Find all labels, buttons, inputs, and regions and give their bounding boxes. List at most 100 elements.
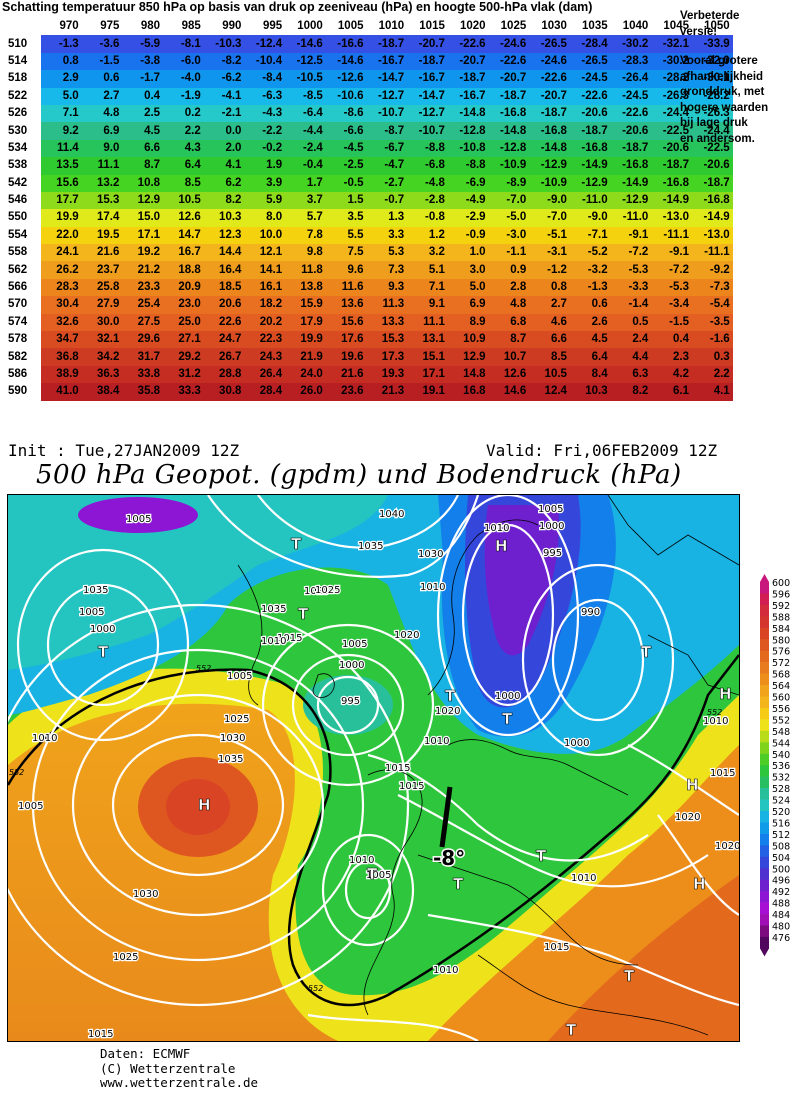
temperature-cell: -6.8 xyxy=(407,157,448,175)
temperature-cell: 6.9 xyxy=(447,296,489,314)
temperature-cell: -24.6 xyxy=(488,35,530,53)
temperature-cell: 10.7 xyxy=(488,348,530,366)
temperature-cell: 14.6 xyxy=(488,383,530,401)
temperature-cell: 19.1 xyxy=(407,383,448,401)
temperature-cell: 4.4 xyxy=(610,348,652,366)
temperature-cell: -1.5 xyxy=(81,52,123,71)
isobar-label: 1000 xyxy=(539,521,564,532)
temperature-cell: -1.1 xyxy=(488,244,530,262)
temperature-cell: 31.2 xyxy=(163,365,204,384)
legend-swatch xyxy=(760,673,769,686)
temperature-cell: -14.9 xyxy=(610,174,652,192)
temperature-cell: 19.6 xyxy=(325,348,367,366)
temperature-cell: 3.0 xyxy=(447,261,489,279)
isobar-label: 1005 xyxy=(18,801,43,812)
temperature-cell: -10.7 xyxy=(407,122,448,140)
temperature-cell: 2.6 xyxy=(569,313,611,332)
pressure-header: 985 xyxy=(163,18,204,36)
temperature-cell: -16.8 xyxy=(529,122,570,140)
legend-swatch xyxy=(760,662,769,674)
legend-swatch xyxy=(760,685,769,697)
temperature-cell: -16.8 xyxy=(569,139,611,158)
table-body: 510 -1.3 -3.6 -5.9 -8.1 -10.3 -12.4 -14.6 -16.6-… xyxy=(0,35,733,401)
side-note-line: afhankelijkheid xyxy=(680,70,764,83)
pressure-center-label: T xyxy=(502,710,513,728)
legend-swatch xyxy=(760,707,769,720)
temperature-cell: -28.2 xyxy=(692,87,733,105)
legend-svg: 6005965925885845805765725685645605565525… xyxy=(760,574,790,957)
legend-swatch xyxy=(760,822,769,835)
height-cell: 590 xyxy=(0,383,41,401)
temperature-cell: 4.8 xyxy=(81,104,123,123)
temperature-cell: 26.0 xyxy=(285,383,326,401)
temperature-cell: -14.6 xyxy=(325,52,367,71)
temperature-cell: 12.6 xyxy=(163,209,204,227)
temperature-cell: -20.6 xyxy=(569,104,611,123)
height-cell: 510 xyxy=(0,35,41,53)
isobar-label: 995 xyxy=(543,548,562,559)
temperature-cell: 11.6 xyxy=(325,278,367,297)
temperature-cell: 6.1 xyxy=(651,383,692,401)
temperature-cell: 15.9 xyxy=(285,296,326,314)
temperature-cell: 4.8 xyxy=(488,296,530,314)
isobar-label: 1015 xyxy=(544,942,569,953)
height-cell: 586 xyxy=(0,365,41,384)
temperature-cell: 21.2 xyxy=(122,261,164,279)
temperature-cell: -2.4 xyxy=(285,139,326,158)
legend-swatch xyxy=(760,902,769,915)
legend-swatch xyxy=(760,719,769,732)
table-row: 574 32.6 30.0 27.5 25.0 22.6 20.2 17.9 15.6 13.3 1… xyxy=(0,313,733,332)
temperature-table: 970 975 980 985 990 995 1000 1005 1010 1015 1020 10… xyxy=(0,18,733,401)
temperature-cell: 10.3 xyxy=(569,383,611,401)
temperature-cell: -3.0 xyxy=(488,226,530,245)
legend-swatch xyxy=(760,788,769,800)
temperature-cell: -14.6 xyxy=(285,35,326,53)
height-cell: 558 xyxy=(0,244,41,262)
contour-552-label: 552 xyxy=(308,984,323,993)
temperature-cell: -14.8 xyxy=(529,139,570,158)
legend-value: 588 xyxy=(772,612,790,623)
azores-high-center xyxy=(166,779,230,835)
temperature-cell: 8.7 xyxy=(488,331,530,349)
temperature-cell: -10.9 xyxy=(488,157,530,175)
temperature-cell: 30.4 xyxy=(41,296,82,314)
isobar-label: 1025 xyxy=(113,952,138,963)
temperature-cell: -10.6 xyxy=(325,87,367,105)
temperature-cell: -7.2 xyxy=(651,261,692,279)
temperature-cell: -0.9 xyxy=(447,226,489,245)
temperature-cell: -26.3 xyxy=(692,104,733,123)
temperature-cell: -7.0 xyxy=(488,191,530,210)
temperature-cell: -1.5 xyxy=(651,313,692,332)
temperature-cell: -16.8 xyxy=(610,157,652,175)
temperature-cell: 6.2 xyxy=(203,174,245,192)
temperature-cell: 32.1 xyxy=(81,331,123,349)
temperature-cell: 7.5 xyxy=(325,244,367,262)
legend-value: 484 xyxy=(772,910,790,921)
pressure-header: 980 xyxy=(122,18,164,36)
temperature-cell: 27.5 xyxy=(122,313,164,332)
temperature-cell: -2.9 xyxy=(447,209,489,227)
weather-map: 1005 1040 1010 1005 1000 1035 995 1030 1025 1010 1… xyxy=(7,494,740,1042)
pressure-center-label: H xyxy=(686,776,699,794)
coastlines xyxy=(237,495,739,1036)
legend-swatch xyxy=(760,616,769,629)
temperature-cell: -18.7 xyxy=(610,139,652,158)
temperature-cell: 34.2 xyxy=(81,348,123,366)
temperature-cell: -18.7 xyxy=(569,122,611,140)
height-cell: 526 xyxy=(0,104,41,123)
temperature-cell: -3.5 xyxy=(692,313,733,332)
temperature-cell: -20.6 xyxy=(651,139,692,158)
temperature-cell: 24.0 xyxy=(285,365,326,384)
height-legend: 600 596 592 588 584 580 576 572 568 564 560 556 552 5… xyxy=(758,574,798,979)
side-note: Verbeterde versie! Vooral grotere afhank… xyxy=(680,9,798,147)
contour-552-label: 552 xyxy=(707,708,722,717)
temperature-cell: 36.8 xyxy=(41,348,82,366)
temperature-cell: -10.8 xyxy=(447,139,489,158)
temperature-cell: -5.4 xyxy=(692,296,733,314)
temperature-cell: 15.6 xyxy=(325,313,367,332)
isobar-label: 1030 xyxy=(418,549,443,560)
temperature-cell: 2.7 xyxy=(81,87,123,105)
temperature-cell: 20.6 xyxy=(203,296,245,314)
isobar-label: 990 xyxy=(581,607,600,618)
